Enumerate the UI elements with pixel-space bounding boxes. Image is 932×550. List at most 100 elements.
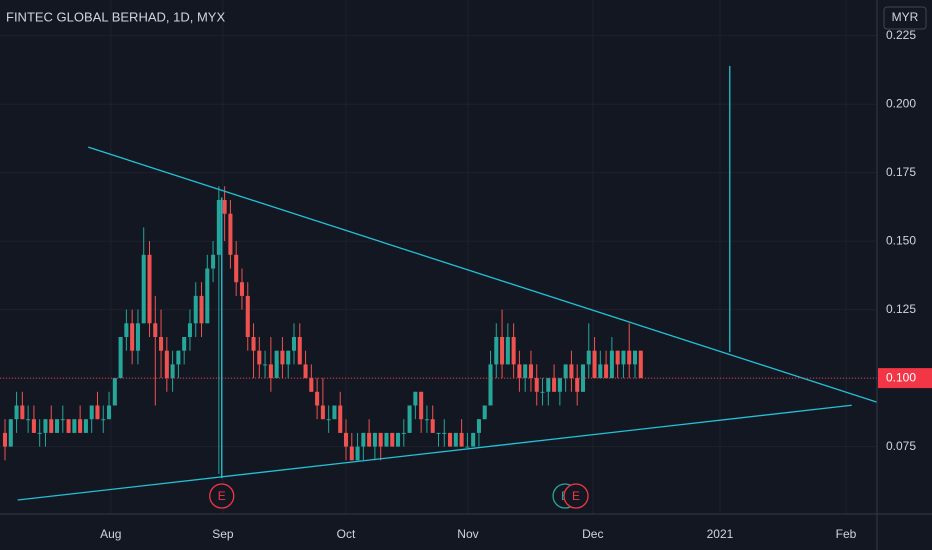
currency: MYR — [892, 10, 919, 24]
candle-body — [627, 350, 632, 365]
candle-body — [107, 405, 112, 420]
candle-body — [448, 432, 453, 447]
y-tick-label: 0.200 — [886, 96, 916, 110]
candle-body — [500, 337, 505, 365]
y-tick-label: 0.125 — [886, 302, 916, 316]
candle-body — [147, 254, 152, 324]
trend-line — [88, 146, 878, 403]
candle-body — [476, 419, 481, 433]
x-tick-label: Aug — [100, 527, 121, 541]
candle-body — [211, 254, 216, 269]
candle-body — [621, 350, 626, 365]
candle-body — [384, 432, 389, 447]
candle-body — [338, 405, 343, 433]
candle-body — [505, 337, 510, 365]
candle-body — [141, 254, 146, 324]
candle-body — [407, 405, 412, 433]
candle-body — [442, 432, 447, 434]
candle-body — [66, 419, 71, 433]
candle-body — [153, 323, 158, 338]
candle-body — [263, 364, 268, 366]
event-marker — [563, 483, 589, 509]
candle-body — [20, 405, 25, 420]
candle-body — [361, 432, 366, 447]
candle-body — [159, 337, 164, 351]
candle-body — [303, 364, 308, 379]
candle-body — [326, 419, 331, 421]
candle-body — [234, 254, 239, 283]
candle-body — [343, 432, 349, 447]
candle-body — [494, 337, 499, 365]
y-tick-label: 0.225 — [886, 28, 916, 42]
candle-body — [251, 337, 256, 351]
event-label: E — [572, 489, 580, 503]
candle-body — [280, 350, 285, 365]
candle-body — [540, 391, 545, 393]
candle-body — [112, 378, 117, 406]
candle-body — [424, 419, 429, 421]
x-tick-label: Oct — [337, 527, 356, 541]
candle-body — [436, 432, 441, 434]
candle-body — [297, 337, 302, 365]
candle-body — [592, 350, 597, 379]
candle-body — [43, 419, 48, 433]
candle-body — [274, 350, 279, 379]
candle-body — [598, 364, 603, 379]
candle-body — [176, 350, 181, 365]
candle-body — [552, 378, 557, 392]
candle-body — [609, 350, 614, 379]
candle-body — [523, 364, 528, 379]
chart-title: FINTEC GLOBAL BERHAD, 1D, MYX — [6, 9, 225, 24]
y-tick-label: 0.075 — [886, 439, 916, 453]
candle-body — [26, 419, 31, 421]
candle-body — [320, 405, 325, 420]
candle-body — [401, 432, 406, 434]
y-tick-label: 0.175 — [886, 165, 916, 179]
candle-body — [31, 419, 36, 433]
candle-body — [332, 405, 337, 420]
candle-body — [135, 323, 140, 351]
trend-line — [17, 404, 852, 501]
candle-body — [216, 200, 221, 255]
x-tick-label: Sep — [212, 527, 234, 541]
candle-body — [83, 419, 88, 433]
candle-body — [528, 364, 533, 379]
candle-body — [517, 364, 522, 379]
candle-body — [228, 213, 233, 255]
candle-body — [286, 350, 291, 365]
candle-body — [268, 364, 273, 379]
candle-body — [534, 378, 539, 392]
candle-body — [37, 432, 42, 434]
last-price-badge — [878, 368, 932, 389]
x-tick-label: Dec — [582, 527, 603, 541]
x-tick-label: Feb — [836, 527, 857, 541]
candle-body — [575, 378, 580, 392]
candle-body — [569, 364, 574, 379]
candle-body — [563, 364, 568, 379]
candle-body — [130, 323, 135, 351]
candle-body — [378, 432, 383, 447]
candle-body — [72, 419, 77, 433]
candle-body — [164, 350, 169, 379]
candle-body — [199, 295, 204, 324]
x-tick-label: 2021 — [707, 527, 734, 541]
candle-body — [586, 350, 591, 365]
candle-body — [367, 432, 372, 447]
candle-body — [309, 378, 314, 392]
candle-body — [615, 350, 620, 365]
candle-body — [349, 446, 354, 461]
candle-body — [488, 364, 493, 406]
candle-body — [471, 432, 476, 447]
candle-body — [124, 323, 129, 338]
candle-body — [95, 405, 100, 420]
candle-body — [205, 268, 210, 324]
currency-box[interactable] — [883, 6, 927, 30]
candle-body — [315, 391, 320, 406]
event-label: E — [218, 489, 226, 503]
candle-body — [187, 323, 192, 338]
candle-body — [291, 337, 297, 351]
y-tick-label: 0.150 — [886, 233, 916, 247]
candle-body — [14, 405, 19, 420]
candle-body — [390, 432, 395, 447]
